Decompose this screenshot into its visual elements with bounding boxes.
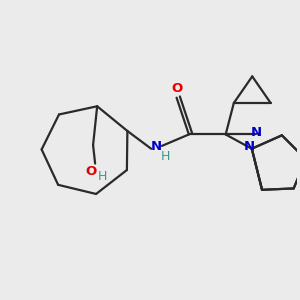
Text: O: O bbox=[86, 165, 97, 178]
Text: N: N bbox=[251, 126, 262, 139]
Text: O: O bbox=[171, 82, 182, 95]
Text: N: N bbox=[244, 140, 255, 153]
Text: H: H bbox=[160, 150, 170, 163]
Text: H: H bbox=[98, 170, 107, 183]
Text: N: N bbox=[151, 140, 162, 153]
